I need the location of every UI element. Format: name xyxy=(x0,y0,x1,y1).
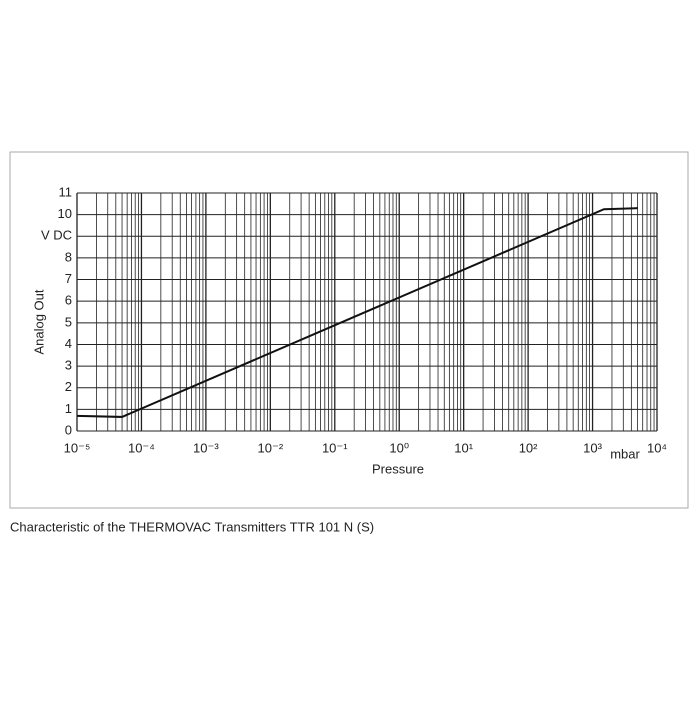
y-tick-label: 1 xyxy=(65,401,72,416)
x-tick-label: 10¹ xyxy=(454,440,473,455)
y-axis-label: Analog Out xyxy=(31,289,46,354)
x-tick-label: 10⁻² xyxy=(258,440,284,455)
figure-frame xyxy=(9,151,689,509)
y-tick-label: 11 xyxy=(59,184,73,199)
x-tick-label: 10⁰ xyxy=(389,440,409,455)
y-tick-label: 8 xyxy=(65,249,72,264)
y-tick-label: 5 xyxy=(65,314,72,329)
y-tick-label: 10 xyxy=(58,206,72,221)
x-tick-label: 10⁻⁴ xyxy=(128,440,155,455)
y-tick-label: 3 xyxy=(65,358,72,373)
x-unit: mbar xyxy=(610,446,640,461)
x-tick-label: 10⁻¹ xyxy=(322,440,348,455)
y-tick-label: 7 xyxy=(65,271,72,286)
x-tick-label: 10⁻³ xyxy=(193,440,219,455)
x-tick-label: 10⁻⁵ xyxy=(64,440,91,455)
x-axis-label: Pressure xyxy=(372,461,424,476)
x-tick-label: 10³ xyxy=(583,440,602,455)
y-tick-label: V DC xyxy=(41,228,72,243)
caption: Characteristic of the THERMOVAC Transmit… xyxy=(10,519,374,534)
x-tick-label: 10² xyxy=(519,440,538,455)
y-tick-label: 4 xyxy=(65,336,72,351)
x-tick-label: 10⁴ xyxy=(647,440,667,455)
y-tick-label: 2 xyxy=(65,379,72,394)
data-line xyxy=(76,207,638,418)
y-tick-label: 6 xyxy=(65,293,72,308)
y-tick-label: 0 xyxy=(65,422,72,437)
